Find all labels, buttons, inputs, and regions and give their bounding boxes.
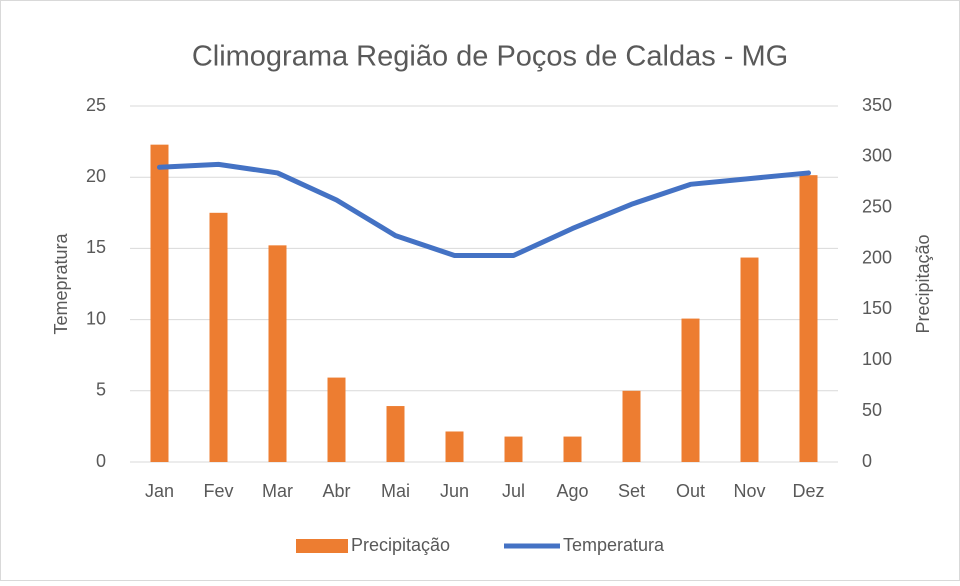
y-tick-label: 5 bbox=[96, 380, 106, 400]
y-tick-label: 0 bbox=[96, 451, 106, 471]
y-tick-label: 10 bbox=[86, 308, 106, 328]
x-tick-label: Jun bbox=[440, 481, 469, 501]
y-tick-label: 20 bbox=[86, 166, 106, 186]
y2-tick-label: 350 bbox=[862, 95, 892, 115]
legend-label: Precipitação bbox=[351, 535, 450, 555]
bar bbox=[799, 175, 818, 462]
bar bbox=[209, 212, 228, 462]
legend-swatch bbox=[296, 539, 348, 553]
y-tick-label: 25 bbox=[86, 95, 106, 115]
y2-axis-title: Precipitação bbox=[913, 234, 933, 333]
y2-tick-label: 150 bbox=[862, 298, 892, 318]
bar bbox=[504, 436, 523, 462]
y2-tick-label: 300 bbox=[862, 146, 892, 166]
bar bbox=[622, 390, 641, 462]
x-tick-label: Abr bbox=[322, 481, 350, 501]
x-tick-label: Jul bbox=[502, 481, 525, 501]
y2-tick-label: 0 bbox=[862, 451, 872, 471]
bar bbox=[386, 406, 405, 462]
x-tick-label: Dez bbox=[792, 481, 824, 501]
x-tick-label: Ago bbox=[556, 481, 588, 501]
x-tick-label: Jan bbox=[145, 481, 174, 501]
x-tick-label: Fev bbox=[203, 481, 233, 501]
bar bbox=[268, 245, 287, 462]
bar bbox=[681, 318, 700, 462]
x-tick-label: Nov bbox=[733, 481, 765, 501]
chart-title: Climograma Região de Poços de Caldas - M… bbox=[192, 41, 788, 73]
x-tick-label: Mar bbox=[262, 481, 293, 501]
x-tick-label: Mai bbox=[381, 481, 410, 501]
bar bbox=[150, 144, 169, 462]
legend-label: Temperatura bbox=[563, 535, 665, 555]
bar bbox=[563, 436, 582, 462]
y2-tick-label: 200 bbox=[862, 247, 892, 267]
x-tick-label: Out bbox=[676, 481, 705, 501]
y-axis-title: Temepratura bbox=[51, 232, 71, 334]
y2-tick-label: 100 bbox=[862, 349, 892, 369]
y-tick-label: 15 bbox=[86, 237, 106, 257]
bar bbox=[445, 431, 464, 462]
bar bbox=[327, 377, 346, 462]
y2-tick-label: 50 bbox=[862, 400, 882, 420]
y2-tick-label: 250 bbox=[862, 196, 892, 216]
x-tick-label: Set bbox=[618, 481, 645, 501]
line bbox=[157, 161, 811, 259]
bar bbox=[740, 257, 759, 462]
